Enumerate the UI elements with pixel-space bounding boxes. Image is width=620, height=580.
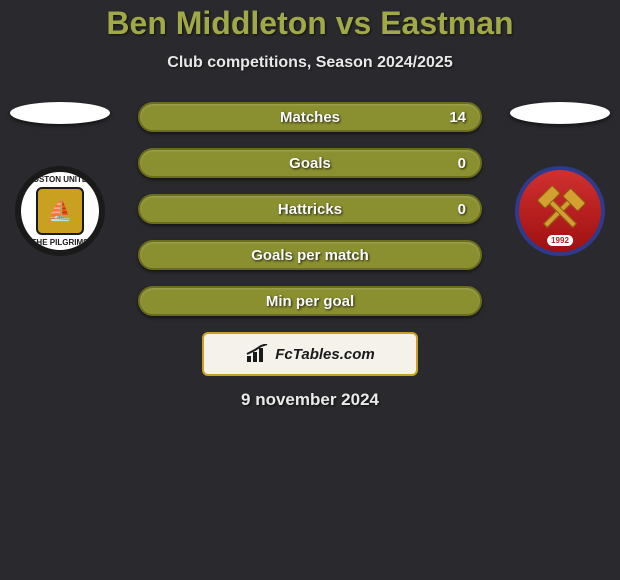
right-team-badge: 1992 [515,166,605,256]
stat-label: Hattricks [278,201,342,218]
stat-bar-goals: Goals 0 [138,148,482,178]
left-badge-text-top: BOSTON UNITED [21,175,99,184]
subtitle: Club competitions, Season 2024/2025 [0,54,620,72]
date-label: 9 november 2024 [0,390,620,410]
bar-chart-icon [245,344,271,364]
stat-bars: Matches 14 Goals 0 Hattricks 0 Goals per… [130,102,490,316]
stat-label: Min per goal [266,293,354,310]
left-badge-inner: BOSTON UNITED ⛵ THE PILGRIMS [21,172,99,250]
ship-icon: ⛵ [48,201,73,221]
comparison-row: BOSTON UNITED ⛵ THE PILGRIMS Matches 14 … [0,102,620,316]
right-side: 1992 [510,102,610,256]
stat-value: 14 [449,109,466,126]
left-badge-text-bottom: THE PILGRIMS [21,238,99,247]
stat-bar-matches: Matches 14 [138,102,482,132]
stat-value: 0 [458,155,466,172]
stat-value: 0 [458,201,466,218]
stat-bar-goals-per-match: Goals per match [138,240,482,270]
stat-label: Goals per match [251,247,369,264]
stat-bar-min-per-goal: Min per goal [138,286,482,316]
stat-bar-hattricks: Hattricks 0 [138,194,482,224]
page-title: Ben Middleton vs Eastman [0,5,620,42]
infographic-root: Ben Middleton vs Eastman Club competitio… [0,0,620,410]
brand-label: FcTables.com [275,346,374,363]
left-player-placeholder [10,102,110,124]
hammers-icon [536,187,584,235]
stat-label: Matches [280,109,340,126]
right-badge-year: 1992 [547,235,573,246]
stat-label: Goals [289,155,331,172]
left-side: BOSTON UNITED ⛵ THE PILGRIMS [10,102,110,256]
right-player-placeholder [510,102,610,124]
brand-box: FcTables.com [202,332,418,376]
left-badge-shield: ⛵ [36,187,84,235]
left-team-badge: BOSTON UNITED ⛵ THE PILGRIMS [15,166,105,256]
